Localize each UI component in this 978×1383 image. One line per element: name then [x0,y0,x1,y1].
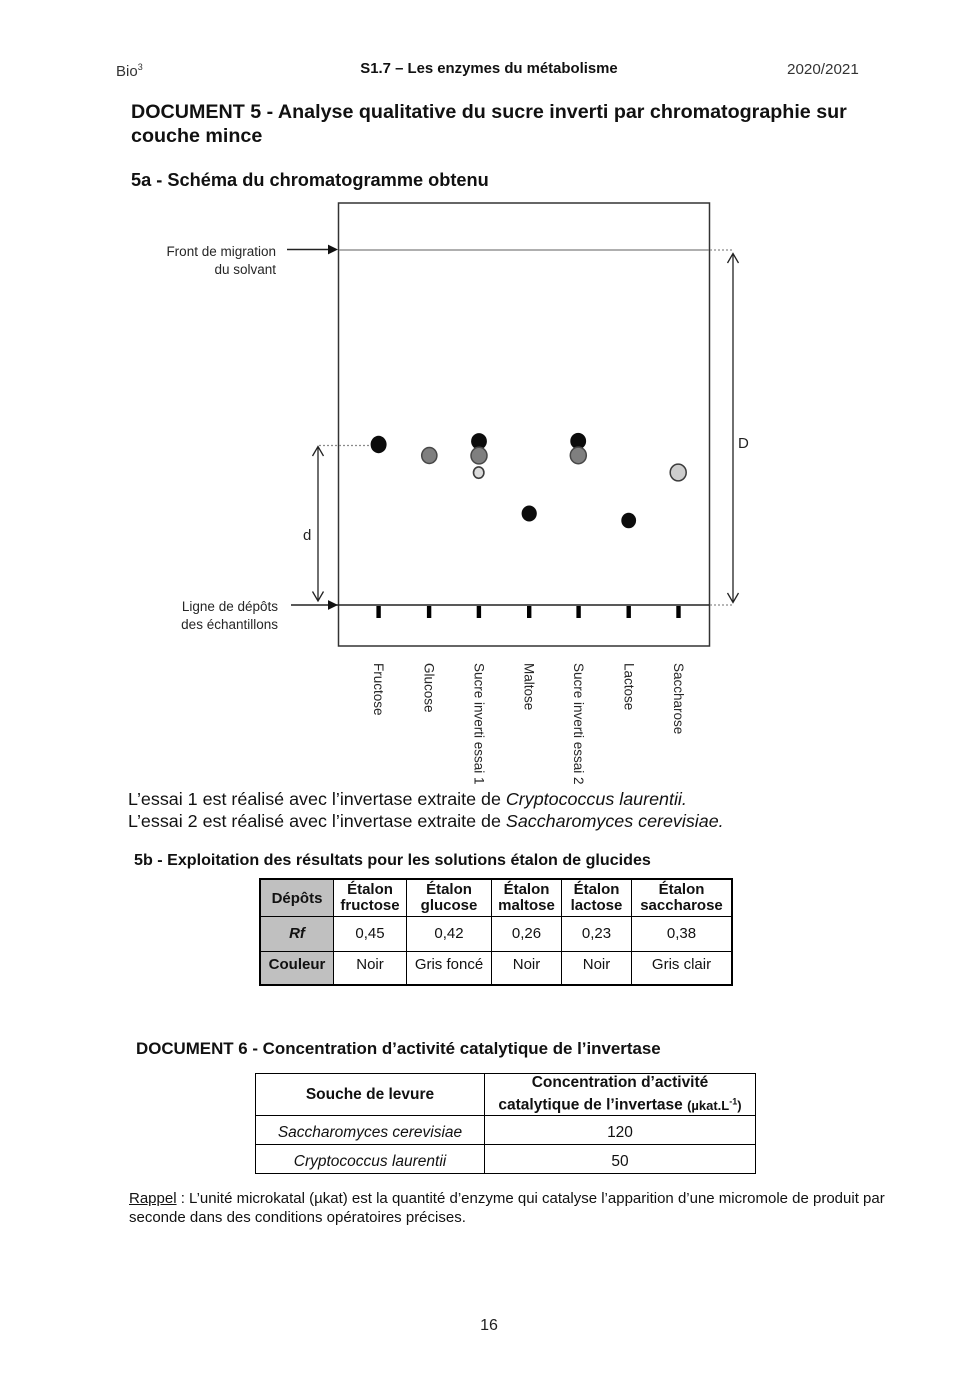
svg-text:d: d [303,527,311,544]
svg-text:Saccharose: Saccharose [671,663,686,734]
svg-text:D: D [738,435,749,452]
svg-text:Glucose: Glucose [422,663,437,713]
svg-text:Sucre inverti essai 2: Sucre inverti essai 2 [571,663,586,785]
svg-text:du solvant: du solvant [214,262,276,277]
svg-text:Sucre inverti essai 1: Sucre inverti essai 1 [472,663,487,785]
svg-text:des échantillons: des échantillons [181,617,278,632]
svg-text:Fructose: Fructose [371,663,386,716]
svg-text:Lactose: Lactose [622,663,637,710]
svg-text:Front de migration: Front de migration [166,244,276,259]
svg-text:Maltose: Maltose [522,663,537,710]
svg-text:Ligne de dépôts: Ligne de dépôts [182,599,278,614]
